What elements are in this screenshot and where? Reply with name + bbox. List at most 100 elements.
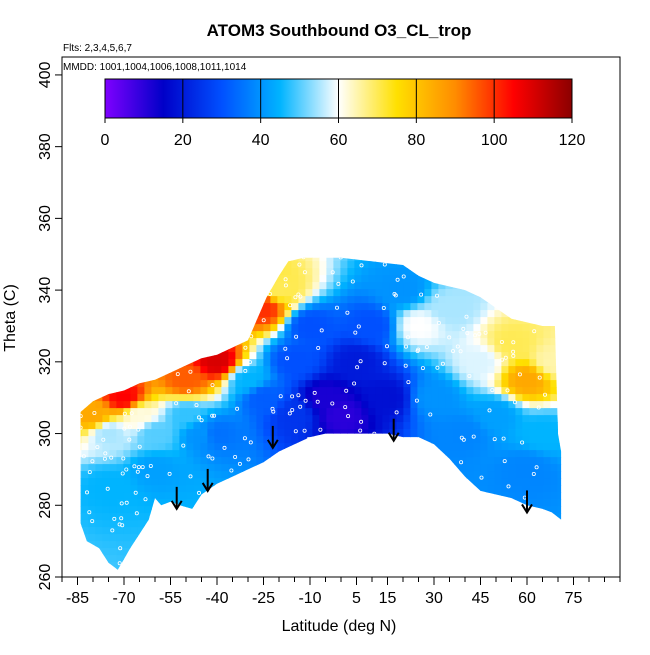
field-cell bbox=[424, 261, 432, 269]
field-cell bbox=[508, 422, 516, 430]
field-cell bbox=[151, 569, 159, 570]
field-cell bbox=[81, 268, 89, 276]
field-cell bbox=[396, 401, 404, 409]
field-cell bbox=[417, 478, 425, 486]
field-cell bbox=[144, 457, 152, 465]
field-cell bbox=[550, 387, 558, 395]
field-cell bbox=[487, 394, 495, 402]
field-cell bbox=[200, 443, 208, 451]
field-cell bbox=[347, 555, 355, 563]
field-cell bbox=[431, 457, 439, 465]
field-cell bbox=[312, 380, 320, 388]
field-cell bbox=[312, 506, 320, 514]
field-cell bbox=[389, 471, 397, 479]
field-cell bbox=[361, 282, 369, 290]
field-cell bbox=[466, 485, 474, 493]
field-cell bbox=[130, 429, 138, 437]
field-cell bbox=[452, 261, 460, 269]
field-cell bbox=[340, 408, 348, 416]
field-cell bbox=[95, 366, 103, 374]
field-cell bbox=[557, 324, 562, 332]
field-cell bbox=[298, 338, 306, 346]
field-cell bbox=[466, 555, 474, 563]
field-cell bbox=[123, 331, 131, 339]
sample-point bbox=[214, 321, 219, 326]
field-cell bbox=[536, 506, 544, 514]
field-cell bbox=[459, 289, 467, 297]
field-cell bbox=[137, 366, 145, 374]
field-cell bbox=[88, 422, 96, 430]
field-cell bbox=[368, 534, 376, 542]
field-cell bbox=[410, 422, 418, 430]
field-cell bbox=[81, 289, 89, 297]
field-cell bbox=[81, 534, 89, 542]
field-cell bbox=[95, 471, 103, 479]
field-cell bbox=[550, 352, 558, 360]
field-cell bbox=[277, 436, 285, 444]
field-cell bbox=[109, 415, 117, 423]
field-cell bbox=[480, 422, 488, 430]
field-cell bbox=[417, 345, 425, 353]
field-cell bbox=[403, 282, 411, 290]
field-cell bbox=[424, 569, 432, 570]
field-cell bbox=[382, 366, 390, 374]
field-cell bbox=[529, 415, 537, 423]
field-cell bbox=[375, 380, 383, 388]
field-cell bbox=[403, 408, 411, 416]
field-cell bbox=[480, 485, 488, 493]
field-cell bbox=[305, 317, 313, 325]
field-cell bbox=[242, 534, 250, 542]
field-cell bbox=[368, 548, 376, 556]
sample-point bbox=[224, 281, 229, 286]
field-cell bbox=[557, 492, 562, 500]
field-cell bbox=[130, 394, 138, 402]
field-cell bbox=[466, 506, 474, 514]
field-cell bbox=[256, 450, 264, 458]
field-cell bbox=[529, 527, 537, 535]
field-cell bbox=[151, 331, 159, 339]
field-cell bbox=[508, 478, 516, 486]
field-cell bbox=[417, 457, 425, 465]
field-cell bbox=[270, 394, 278, 402]
field-cell bbox=[452, 443, 460, 451]
field-cell bbox=[319, 387, 327, 395]
field-cell bbox=[123, 485, 131, 493]
field-cell bbox=[158, 247, 166, 255]
field-cell bbox=[137, 338, 145, 346]
field-cell bbox=[291, 296, 299, 304]
field-cell bbox=[319, 485, 327, 493]
field-cell bbox=[347, 296, 355, 304]
field-cell bbox=[200, 408, 208, 416]
field-cell bbox=[529, 345, 537, 353]
field-cell bbox=[263, 261, 271, 269]
sample-point bbox=[120, 471, 125, 476]
field-cell bbox=[277, 569, 285, 570]
field-cell bbox=[116, 485, 124, 493]
field-cell bbox=[438, 527, 446, 535]
field-cell bbox=[487, 534, 495, 542]
field-cell bbox=[144, 485, 152, 493]
field-cell bbox=[235, 387, 243, 395]
sample-point bbox=[193, 339, 198, 344]
field-cell bbox=[277, 492, 285, 500]
field-cell bbox=[403, 478, 411, 486]
field-cell bbox=[291, 485, 299, 493]
field-cell bbox=[494, 429, 502, 437]
field-cell bbox=[452, 380, 460, 388]
field-cell bbox=[249, 268, 257, 276]
field-cell bbox=[522, 247, 530, 255]
field-cell bbox=[221, 569, 229, 570]
field-cell bbox=[256, 261, 264, 269]
sample-point bbox=[543, 511, 548, 516]
field-cell bbox=[466, 457, 474, 465]
field-cell bbox=[305, 373, 313, 381]
field-cell bbox=[305, 324, 313, 332]
field-cell bbox=[116, 429, 124, 437]
field-cell bbox=[179, 485, 187, 493]
field-cell bbox=[207, 317, 215, 325]
field-cell bbox=[305, 506, 313, 514]
field-cell bbox=[501, 534, 509, 542]
field-cell bbox=[298, 485, 306, 493]
field-cell bbox=[102, 373, 110, 381]
field-cell bbox=[543, 324, 551, 332]
